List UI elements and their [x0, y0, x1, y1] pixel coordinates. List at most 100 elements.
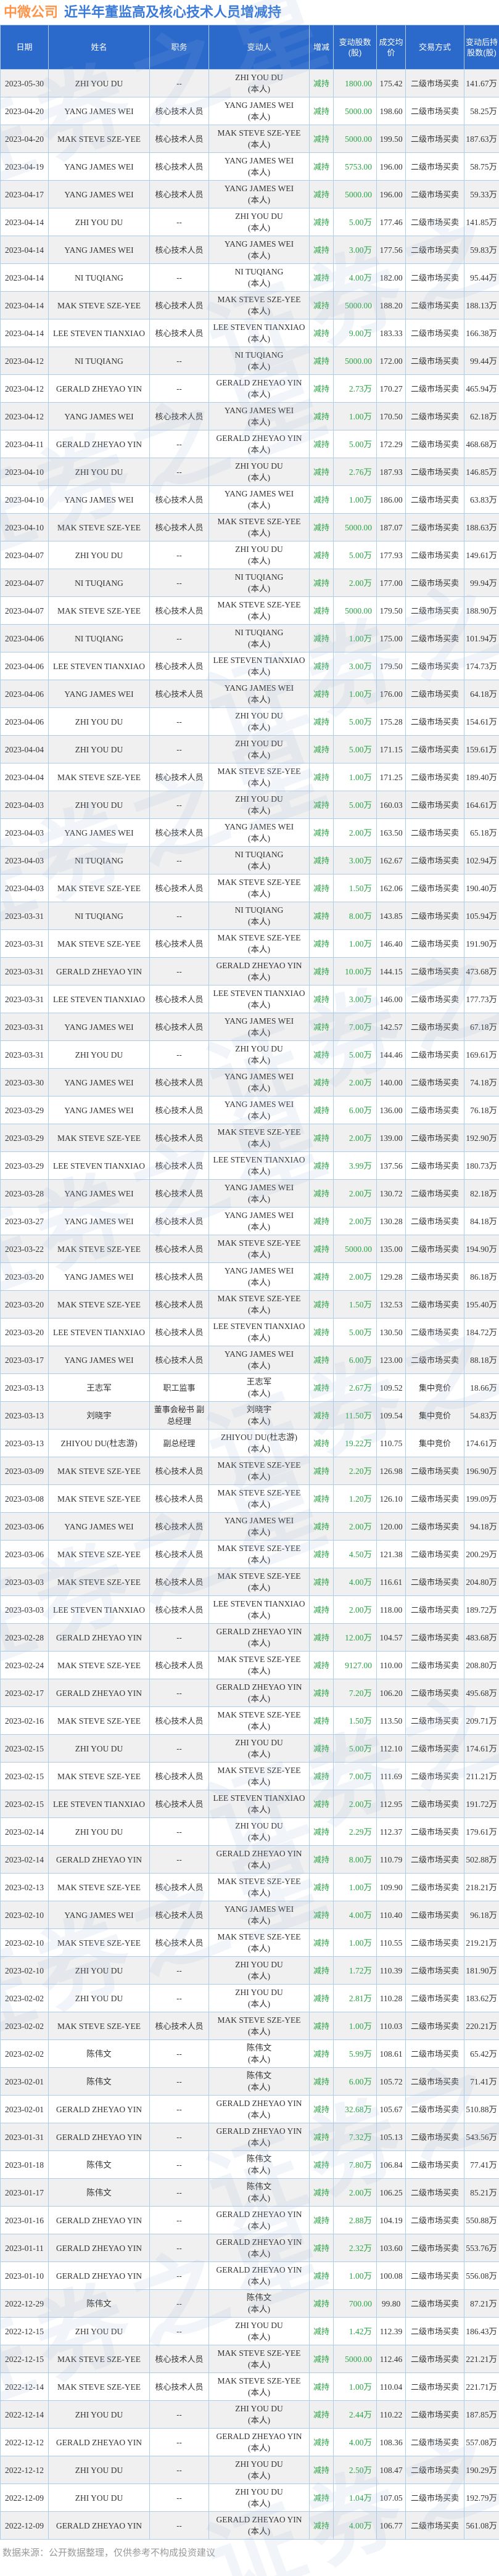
direction-cell: 减持	[309, 1013, 334, 1041]
holdings-after-cell: 58.75万	[464, 152, 499, 181]
name-cell: 陈伟文	[48, 2039, 150, 2068]
trade-method-cell: 二级市场买卖	[405, 1984, 464, 2012]
name-cell: YANG JAMES WEI	[48, 1901, 150, 1929]
date-cell: 2023-02-10	[0, 1901, 49, 1929]
shares-changed-cell: 9127.00	[333, 1651, 377, 1679]
avg-price-cell: 105.67	[376, 2095, 406, 2123]
position-cell: --	[149, 2234, 209, 2262]
trade-method-cell: 二级市场买卖	[405, 1512, 464, 1541]
position-cell: 核心技术人员	[149, 1790, 209, 1818]
change-person-cell: ZHI YOU DU (本人)	[208, 208, 310, 236]
date-cell: 2023-03-13	[0, 1373, 49, 1402]
table-row: 2023-01-16 GERALD ZHEYAO YIN -- GERALD ZHEY…	[0, 2206, 499, 2234]
shares-changed-cell: 5000.00	[333, 125, 377, 153]
position-cell: 副总经理	[149, 1429, 209, 1457]
date-cell: 2023-03-20	[0, 1290, 49, 1319]
shares-changed-cell: 9.00万	[333, 319, 377, 347]
avg-price-cell: 137.56	[376, 1151, 406, 1180]
position-cell: 核心技术人员	[149, 1124, 209, 1152]
table-row: 2023-03-20 MAK STEVE SZE-YEE 核心技术人员 MAK STE…	[0, 1290, 499, 1319]
trade-method-cell: 二级市场买卖	[405, 929, 464, 958]
avg-price-cell: 139.00	[376, 1124, 406, 1152]
avg-price-cell: 142.57	[376, 1013, 406, 1041]
holdings-after-cell: 557.08万	[464, 2428, 499, 2456]
holdings-after-cell: 184.72万	[464, 1318, 499, 1346]
shares-changed-cell: 1.00万	[333, 2261, 377, 2290]
avg-price-cell: 196.00	[376, 180, 406, 208]
date-cell: 2023-02-10	[0, 1956, 49, 1985]
trade-method-cell: 二级市场买卖	[405, 1679, 464, 1707]
holdings-after-cell: 18.66万	[464, 1373, 499, 1402]
trade-method-cell: 二级市场买卖	[405, 2067, 464, 2096]
name-cell: LEE STEVEN TIANXIAO	[48, 652, 150, 680]
trade-method-cell: 二级市场买卖	[405, 152, 464, 181]
shares-changed-cell: 5.00万	[333, 541, 377, 569]
holdings-after-cell: 62.18万	[464, 402, 499, 430]
position-cell: 核心技术人员	[149, 152, 209, 181]
date-cell: 2023-03-29	[0, 1124, 49, 1152]
holdings-after-cell: 220.21万	[464, 2012, 499, 2040]
avg-price-cell: 106.20	[376, 1679, 406, 1707]
name-cell: YANG JAMES WEI	[48, 1207, 150, 1235]
name-cell: GERALD ZHEYAO YIN	[48, 1679, 150, 1707]
holdings-after-cell: 174.61万	[464, 1734, 499, 1763]
table-row: 2023-04-20 MAK STEVE SZE-YEE 核心技术人员 MAK STE…	[0, 125, 499, 153]
table-row: 2023-02-02 ZHI YOU DU -- ZHI YOU DU (本人) 减持 2.…	[0, 1984, 499, 2012]
shares-changed-cell: 3.00万	[333, 236, 377, 264]
change-person-cell: MAK STEVE SZE-YEE (本人)	[208, 2372, 310, 2401]
table-row: 2023-03-13 王志军 职工监事 王志军 (本人) 减持 2.67万 109.52 集中竞…	[0, 1373, 499, 1402]
shares-changed-cell: 1.72万	[333, 1956, 377, 1985]
table-row: 2023-02-10 ZHI YOU DU -- ZHI YOU DU (本人) 减持 1.…	[0, 1956, 499, 1985]
avg-price-cell: 104.57	[376, 1623, 406, 1652]
date-cell: 2023-03-31	[0, 1040, 49, 1069]
shares-changed-cell: 5.00万	[333, 1040, 377, 1069]
trade-method-cell: 二级市场买卖	[405, 1873, 464, 1901]
position-cell: 核心技术人员	[149, 1484, 209, 1513]
direction-cell: 减持	[309, 1179, 334, 1208]
table-row: 2023-01-31 GERALD ZHEYAO YIN -- GERALD ZHEY…	[0, 2123, 499, 2151]
direction-cell: 减持	[309, 458, 334, 486]
column-header: 职务	[149, 25, 209, 70]
name-cell: GERALD ZHEYAO YIN	[48, 2206, 150, 2234]
date-cell: 2022-12-15	[0, 2317, 49, 2345]
shares-changed-cell: 1.20万	[333, 1484, 377, 1513]
trade-method-cell: 二级市场买卖	[405, 263, 464, 292]
shares-changed-cell: 5.00万	[333, 735, 377, 763]
position-cell: 核心技术人员	[149, 1901, 209, 1929]
change-person-cell: LEE STEVEN TIANXIAO (本人)	[208, 319, 310, 347]
direction-cell: 减持	[309, 1845, 334, 1874]
change-person-cell: GERALD ZHEYAO YIN (本人)	[208, 2095, 310, 2123]
date-cell: 2023-04-06	[0, 680, 49, 708]
table-row: 2023-03-03 MAK STEVE SZE-YEE 核心技术人员 MAK STE…	[0, 1568, 499, 1596]
holdings-after-cell: 58.25万	[464, 97, 499, 125]
change-person-cell: YANG JAMES WEI (本人)	[208, 1901, 310, 1929]
shares-changed-cell: 6.00万	[333, 1096, 377, 1124]
table-row: 2023-02-14 GERALD ZHEYAO YIN -- GERALD ZHEY…	[0, 1845, 499, 1874]
change-person-cell: ZHI YOU DU (本人)	[208, 707, 310, 736]
direction-cell: 减持	[309, 69, 334, 97]
direction-cell: 减持	[309, 236, 334, 264]
trade-method-cell: 二级市场买卖	[405, 1124, 464, 1152]
shares-changed-cell: 2.73万	[333, 374, 377, 403]
trade-method-cell: 二级市场买卖	[405, 680, 464, 708]
trade-method-cell: 二级市场买卖	[405, 1040, 464, 1069]
avg-price-cell: 136.00	[376, 1096, 406, 1124]
position-cell: --	[149, 2067, 209, 2096]
trade-method-cell: 二级市场买卖	[405, 957, 464, 986]
trade-method-cell: 二级市场买卖	[405, 2483, 464, 2512]
avg-price-cell: 126.98	[376, 1457, 406, 1485]
direction-cell: 减持	[309, 1651, 334, 1679]
table-row: 2022-12-29 陈伟文 -- 陈伟文 (本人) 减持 700.00 99.80 二级市场买…	[0, 2289, 499, 2318]
direction-cell: 减持	[309, 1956, 334, 1985]
direction-cell: 减持	[309, 2483, 334, 2512]
name-cell: 王志军	[48, 1373, 150, 1402]
date-cell: 2023-04-03	[0, 874, 49, 902]
avg-price-cell: 105.72	[376, 2067, 406, 2096]
date-cell: 2023-04-14	[0, 291, 49, 319]
holdings-after-cell: 221.71万	[464, 2372, 499, 2401]
direction-cell: 减持	[309, 1290, 334, 1319]
shares-changed-cell: 5.00万	[333, 707, 377, 736]
direction-cell: 减持	[309, 2095, 334, 2123]
table-row: 2023-02-28 GERALD ZHEYAO YIN -- GERALD ZHEY…	[0, 1623, 499, 1652]
avg-price-cell: 110.04	[376, 2372, 406, 2401]
